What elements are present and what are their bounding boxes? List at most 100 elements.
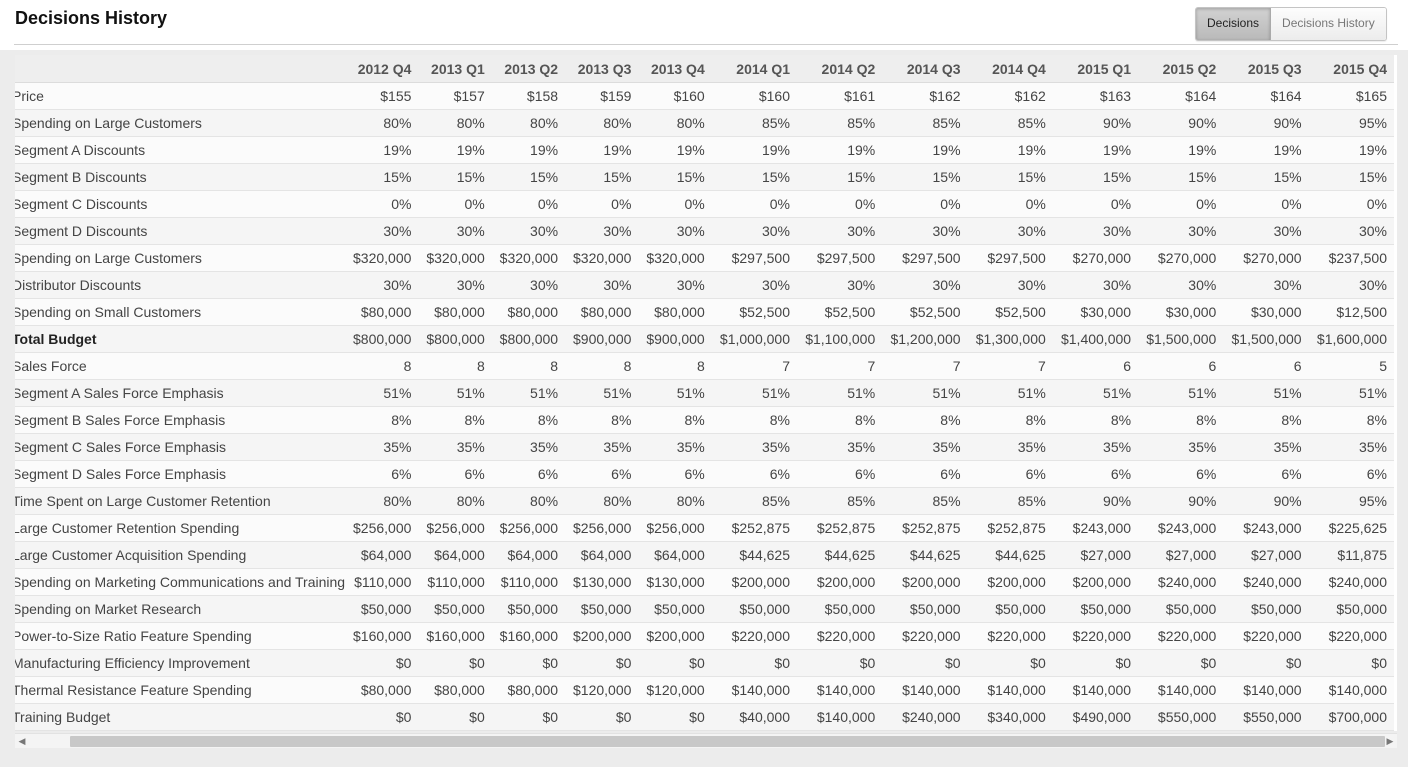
table-cell: 8%	[638, 406, 712, 434]
table-cell: 30%	[1052, 271, 1139, 299]
table-cell: $270,000	[1138, 244, 1224, 272]
table-cell: $800,000	[418, 325, 492, 353]
table-cell: $320,000	[345, 244, 419, 272]
row-label-text: Sales Force	[15, 358, 87, 374]
table-cell: 90%	[1052, 487, 1139, 515]
table-cell: 8%	[1052, 406, 1139, 434]
table-cell: $164	[1138, 82, 1224, 110]
row-label-text: Training Budget	[15, 709, 111, 725]
scrollbar-thumb[interactable]	[70, 736, 1385, 747]
table-cell: $80,000	[638, 298, 712, 326]
table-cell: $0	[491, 649, 566, 677]
table-cell: $1,500,000	[1223, 325, 1309, 353]
table-cell: $240,000	[1308, 568, 1394, 596]
table-cell: 8%	[345, 406, 419, 434]
table-cell: $340,000	[967, 703, 1053, 731]
table-row: Distributor Discounts 30% 30% 30% 30% 30% 30% 3…	[15, 271, 1394, 299]
table-cell: 30%	[797, 271, 883, 299]
table-cell: 30%	[711, 217, 797, 245]
table-cell: 80%	[418, 109, 492, 137]
table-cell: $80,000	[345, 676, 419, 704]
table-cell: $200,000	[638, 622, 712, 650]
table-cell: 51%	[797, 379, 883, 407]
title-divider	[14, 44, 1398, 45]
table-cell: 30%	[1138, 271, 1224, 299]
scroll-left-arrow-icon[interactable]: ◀	[18, 736, 26, 746]
table-cell: 6%	[1138, 460, 1224, 488]
table-cell: $50,000	[1052, 595, 1139, 623]
table-cell: $0	[711, 649, 797, 677]
horizontal-scrollbar[interactable]: ◀ ▶	[15, 733, 1397, 748]
table-cell: $50,000	[1308, 595, 1394, 623]
table-cell: 90%	[1052, 109, 1139, 137]
table-cell: 30%	[967, 271, 1053, 299]
table-cell: 19%	[882, 136, 968, 164]
table-cell: $220,000	[1223, 622, 1309, 650]
table-cell: 19%	[1308, 136, 1394, 164]
table-cell: $120,000	[638, 676, 712, 704]
table-cell: 35%	[565, 433, 639, 461]
table-cell: $160	[711, 82, 797, 110]
table-row: Sales Force 8 8 8 8 8 7 7 7 7 6 6 6 5	[15, 352, 1394, 380]
table-cell: 80%	[638, 109, 712, 137]
table-row: Spending on Marketing Communications and…	[15, 568, 1394, 596]
table-cell: 6%	[882, 460, 968, 488]
table-cell: $44,625	[882, 541, 968, 569]
table-cell: $200,000	[797, 568, 883, 596]
table-cell: $64,000	[491, 541, 566, 569]
table-cell: 6%	[1308, 460, 1394, 488]
table-cell: 80%	[345, 487, 419, 515]
table-row: Time Spent on Large Customer Retention 80…	[15, 487, 1394, 515]
column-header: 2013 Q2	[491, 55, 566, 83]
table-cell: $1,200,000	[882, 325, 968, 353]
table-cell: $0	[882, 649, 968, 677]
table-cell: $157	[418, 82, 492, 110]
table-cell: $297,500	[711, 244, 797, 272]
row-label-text: Manufacturing Efficiency Improvement	[15, 655, 250, 671]
table-cell: 8	[491, 352, 566, 380]
table-cell: $252,875	[967, 514, 1053, 542]
table-cell: 19%	[418, 136, 492, 164]
table-cell: $44,625	[797, 541, 883, 569]
table-cell: 15%	[1308, 163, 1394, 191]
decisions-tab-button[interactable]: Decisions	[1196, 8, 1272, 40]
table-cell: 8%	[1138, 406, 1224, 434]
row-label: Spending on Market Research	[15, 595, 346, 623]
table-cell: 15%	[345, 163, 419, 191]
decisions-table-container[interactable]: 2012 Q4 2013 Q1 2013 Q2 2013 Q3 2013 Q4 2014 …	[15, 55, 1397, 731]
table-cell: 0%	[711, 190, 797, 218]
scroll-right-arrow-icon[interactable]: ▶	[1386, 736, 1394, 746]
table-cell: $140,000	[1223, 676, 1309, 704]
table-cell: $220,000	[967, 622, 1053, 650]
table-cell: 0%	[491, 190, 566, 218]
table-cell: $12,500	[1308, 298, 1394, 326]
table-cell: 6%	[638, 460, 712, 488]
table-cell: $52,500	[797, 298, 883, 326]
table-cell: 0%	[345, 190, 419, 218]
table-cell: 51%	[1052, 379, 1139, 407]
table-cell: $243,000	[1223, 514, 1309, 542]
table-cell: 35%	[711, 433, 797, 461]
table-corner-header	[15, 55, 346, 83]
table-cell: 30%	[491, 271, 566, 299]
table-cell: $11,875	[1308, 541, 1394, 569]
table-cell: $160	[638, 82, 712, 110]
row-label: Sales Force	[15, 352, 346, 380]
view-toggle: Decisions Decisions History	[1195, 7, 1387, 41]
decisions-history-tab-button[interactable]: Decisions History	[1271, 8, 1386, 40]
row-label: Segment D Discounts	[15, 217, 346, 245]
row-label-text: Total Budget	[15, 331, 97, 347]
column-header: 2014 Q2	[797, 55, 883, 83]
row-label-text: Segment D Sales Force Emphasis	[15, 466, 226, 482]
table-cell: 30%	[882, 271, 968, 299]
row-label-text: Large Customer Retention Spending	[15, 520, 240, 536]
table-cell: $252,875	[882, 514, 968, 542]
table-header-row: 2012 Q4 2013 Q1 2013 Q2 2013 Q3 2013 Q4 2014 …	[15, 55, 1394, 83]
table-cell: $50,000	[1138, 595, 1224, 623]
table-cell: 30%	[491, 217, 566, 245]
table-cell: $40,000	[711, 703, 797, 731]
table-cell: $64,000	[565, 541, 639, 569]
row-label: Price	[15, 82, 346, 110]
table-cell: 6%	[1223, 460, 1309, 488]
table-cell: $550,000	[1223, 703, 1309, 731]
